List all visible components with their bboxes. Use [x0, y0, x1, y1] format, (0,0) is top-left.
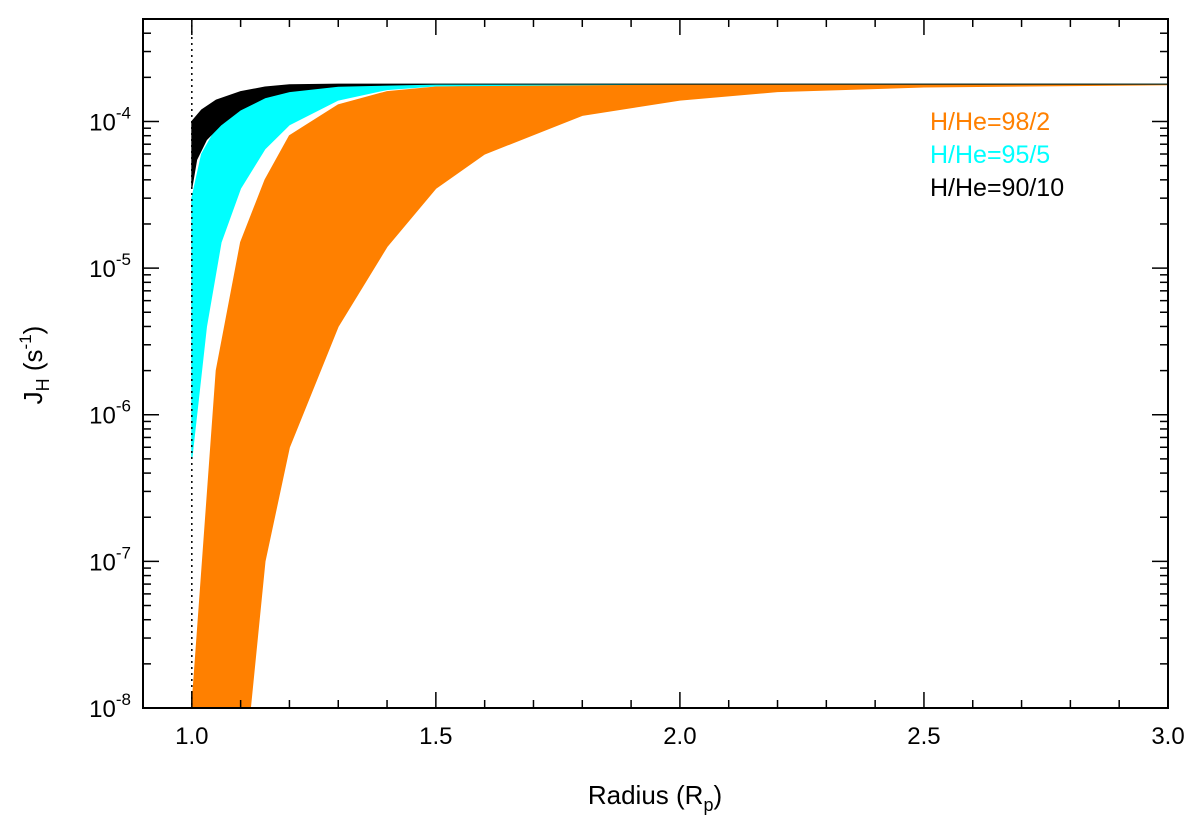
- x-axis-title-main: Radius (R: [588, 780, 704, 810]
- x-tick-label: 2.0: [663, 723, 696, 750]
- x-axis-title: Radius (Rp): [588, 780, 722, 815]
- y-tick-label-exponent: -8: [116, 690, 131, 709]
- y-tick-label-base: 10: [89, 403, 116, 430]
- y-axis-title-main: J: [18, 391, 48, 404]
- x-tick-label: 1.0: [175, 723, 208, 750]
- y-tick-label: 10-8: [89, 690, 131, 723]
- x-axis-title-tail: ): [713, 780, 722, 810]
- plot-frame: [142, 18, 1169, 709]
- legend-entry-95-5: H/He=95/5: [930, 141, 1050, 169]
- y-axis-title: JH (s-1): [16, 326, 53, 405]
- y-axis-title-sup: -1: [16, 334, 35, 349]
- tick-label-layer: 1.0 1.5 2.0 2.5 3.010-810-710-610-510-4: [89, 103, 1185, 750]
- y-tick-label: 10-6: [89, 397, 131, 430]
- tick-layer: [142, 18, 1169, 709]
- y-axis-title-mid: (s: [18, 349, 48, 378]
- y-tick-label-base: 10: [89, 256, 116, 283]
- y-tick-label: 10-4: [89, 103, 131, 136]
- legend-entry-98-2: H/He=98/2: [930, 108, 1050, 136]
- y-tick-label-exponent: -5: [116, 250, 131, 269]
- x-axis-title-sub: p: [703, 795, 713, 815]
- y-tick-label-exponent: -4: [116, 103, 131, 122]
- y-tick-label-base: 10: [89, 696, 116, 723]
- y-tick-label: 10-7: [89, 543, 131, 576]
- y-axis-title-tail: ): [18, 326, 48, 335]
- y-tick-label-base: 10: [89, 549, 116, 576]
- y-tick-label-exponent: -6: [116, 397, 131, 416]
- y-tick-label-exponent: -7: [116, 543, 131, 562]
- series-band-90-10: [191, 83, 1168, 189]
- legend-entry-90-10: H/He=90/10: [930, 174, 1064, 202]
- y-tick-label-base: 10: [89, 109, 116, 136]
- legend: H/He=98/2 H/He=95/5 H/He=90/10: [930, 108, 1064, 202]
- x-tick-label: 3.0: [1151, 723, 1184, 750]
- y-axis-title-sub: H: [33, 378, 53, 391]
- y-tick-label: 10-5: [89, 250, 131, 283]
- x-tick-label: 1.5: [419, 723, 452, 750]
- x-tick-label: 2.5: [907, 723, 940, 750]
